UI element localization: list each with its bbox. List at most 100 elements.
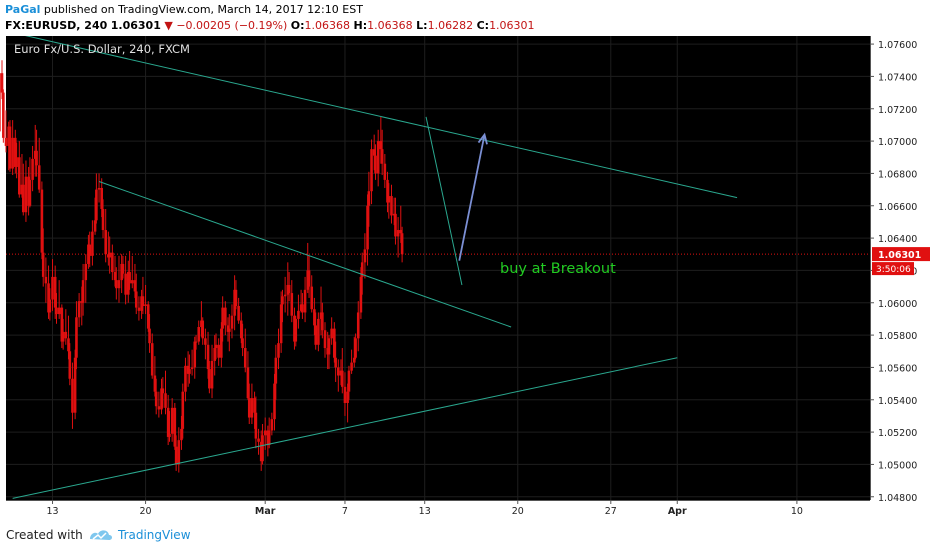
- candle: [372, 134, 376, 171]
- close-label: C:: [476, 19, 490, 32]
- candle: [206, 331, 210, 379]
- last-price: 1.06301: [110, 19, 161, 32]
- candle: [61, 318, 65, 350]
- candle: [261, 424, 264, 465]
- candle: [57, 280, 61, 319]
- candle: [146, 301, 150, 332]
- candles: [0, 60, 404, 473]
- candle: [121, 255, 125, 279]
- trendline-inner-resistance[interactable]: [98, 181, 512, 328]
- candle: [194, 335, 198, 350]
- candle: [250, 383, 254, 425]
- candle: [314, 312, 318, 350]
- candle: [33, 124, 37, 177]
- candle: [128, 251, 131, 290]
- candle: [394, 197, 397, 245]
- candle: [0, 73, 1, 132]
- x-tick-label: 13: [419, 506, 431, 517]
- candle: [186, 351, 190, 387]
- low-label: L:: [416, 19, 428, 32]
- low-value: 1.06282: [427, 19, 474, 32]
- trendline-upper-resistance[interactable]: [6, 36, 738, 199]
- candle: [294, 315, 298, 347]
- candle: [253, 391, 256, 429]
- close-value: 1.06301: [489, 19, 535, 32]
- candle: [170, 398, 174, 442]
- candle: [386, 171, 389, 213]
- candle: [4, 110, 8, 153]
- y-tick-label: 1.06800: [878, 169, 917, 180]
- chart-header: PaGal published on TradingView.com, Marc…: [0, 0, 932, 36]
- candle: [360, 252, 364, 295]
- candle: [301, 293, 304, 319]
- candle: [319, 286, 323, 336]
- x-tick-label: Mar: [255, 506, 276, 517]
- candle: [67, 315, 70, 360]
- price-axis[interactable]: 1.07600 1.07400 1.07200 1.07000 1.06800 1.066…: [870, 36, 932, 504]
- candle: [130, 255, 134, 289]
- candle: [111, 244, 114, 281]
- x-tick-label: 20: [140, 506, 152, 517]
- candle: [340, 348, 344, 394]
- candle: [237, 297, 240, 324]
- x-tick-label: Apr: [668, 506, 687, 517]
- candle: [310, 275, 314, 313]
- candle: [293, 307, 296, 350]
- candle: [323, 322, 327, 358]
- candle: [31, 145, 34, 192]
- candle: [210, 344, 214, 399]
- candle: [246, 351, 250, 400]
- down-triangle-icon: ▼: [164, 19, 173, 32]
- published-text: published on TradingView.com, March 14, …: [43, 3, 363, 16]
- candle: [247, 383, 251, 425]
- candle: [75, 301, 78, 370]
- candle: [100, 178, 104, 218]
- candle: [101, 199, 105, 239]
- candle: [254, 396, 258, 449]
- plot-area[interactable]: [6, 36, 870, 500]
- candle: [313, 297, 316, 336]
- created-with-label: Created with: [6, 528, 83, 542]
- y-tick-label: 1.05000: [878, 460, 917, 471]
- candle: [307, 255, 311, 298]
- candle: [346, 383, 349, 423]
- y-tick-label: 1.05200: [878, 428, 917, 439]
- author-link[interactable]: PaGal: [5, 3, 41, 16]
- candle: [287, 272, 291, 302]
- time-axis[interactable]: 13 20 Mar 7 13 20 27 Apr 10: [6, 500, 870, 517]
- candle: [60, 304, 64, 349]
- candle: [87, 234, 90, 269]
- candle: [41, 228, 45, 287]
- countdown-label: 3:50:06: [876, 265, 911, 275]
- candle: [107, 231, 110, 266]
- candle: [277, 328, 280, 370]
- publish-info: PaGal published on TradingView.com, Marc…: [5, 3, 363, 16]
- candle: [2, 89, 5, 143]
- candle: [224, 301, 227, 336]
- price-chart[interactable]: 1.07600 1.07400 1.07200 1.07000 1.06800 1.066…: [0, 36, 932, 520]
- candle: [370, 139, 373, 205]
- candle: [306, 242, 310, 294]
- tradingview-brand-link[interactable]: TradingView: [118, 528, 191, 542]
- candle: [93, 197, 97, 235]
- y-tick-label: 1.06000: [878, 299, 917, 310]
- projection-arrow[interactable]: [458, 132, 488, 261]
- candle: [399, 205, 403, 243]
- y-tick-label: 1.04800: [878, 493, 917, 504]
- countdown-tag: [872, 262, 914, 276]
- candle: [64, 309, 68, 345]
- y-tick-label: 1.06600: [878, 202, 917, 213]
- trendline-pullback-line[interactable]: [425, 116, 463, 286]
- candle: [55, 293, 58, 324]
- candle: [359, 267, 363, 319]
- candle: [7, 121, 10, 171]
- candle: [376, 129, 380, 187]
- candle: [80, 286, 84, 326]
- x-tick-label: 13: [46, 506, 58, 517]
- trendline-lower-support[interactable]: [12, 357, 678, 499]
- candle: [27, 166, 30, 216]
- candle: [48, 288, 52, 321]
- candle: [257, 428, 260, 455]
- candle: [15, 142, 18, 179]
- candle: [274, 344, 278, 400]
